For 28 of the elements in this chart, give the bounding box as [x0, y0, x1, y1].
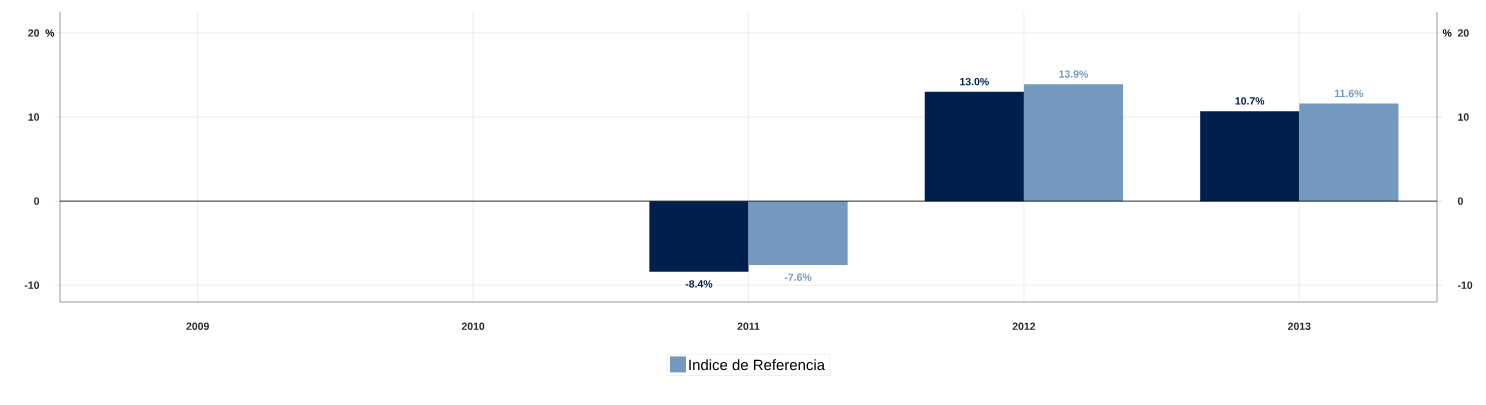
x-tick-label: 2011	[737, 322, 760, 330]
bar	[1023, 84, 1124, 202]
y2-tick-label: 0	[1457, 197, 1463, 205]
bar	[1299, 103, 1399, 202]
bar	[748, 201, 848, 266]
bar	[1200, 111, 1300, 202]
data-label: 13.0%	[960, 77, 989, 86]
y2-tick-label: 10	[1458, 113, 1469, 121]
data-label: 11.6%	[1334, 89, 1364, 98]
x-tick-label: 2009	[186, 322, 209, 330]
x-tick-label: 2013	[1288, 322, 1311, 330]
bar	[649, 201, 749, 272]
y-axis-title: %	[45, 29, 55, 37]
bar	[924, 91, 1024, 202]
x-tick-label: 2012	[1012, 322, 1036, 330]
legend-label: Indice de Referencia	[689, 359, 825, 371]
y2-tick-label: 20	[1457, 29, 1469, 37]
y2-axis-title: %	[1442, 29, 1452, 37]
y-tick-label: 20	[28, 29, 40, 37]
data-label: -8.4%	[685, 280, 713, 288]
y-tick-label: 0	[34, 197, 40, 205]
y-tick-label: 10	[28, 113, 40, 121]
y-tick-label: -10	[24, 281, 40, 289]
data-label: 13.9%	[1059, 70, 1089, 78]
data-label: 10.7%	[1235, 97, 1265, 105]
data-label: -7.6%	[784, 273, 812, 281]
y2-tick-label: -10	[1457, 281, 1473, 289]
x-tick-label: 2010	[461, 322, 485, 330]
